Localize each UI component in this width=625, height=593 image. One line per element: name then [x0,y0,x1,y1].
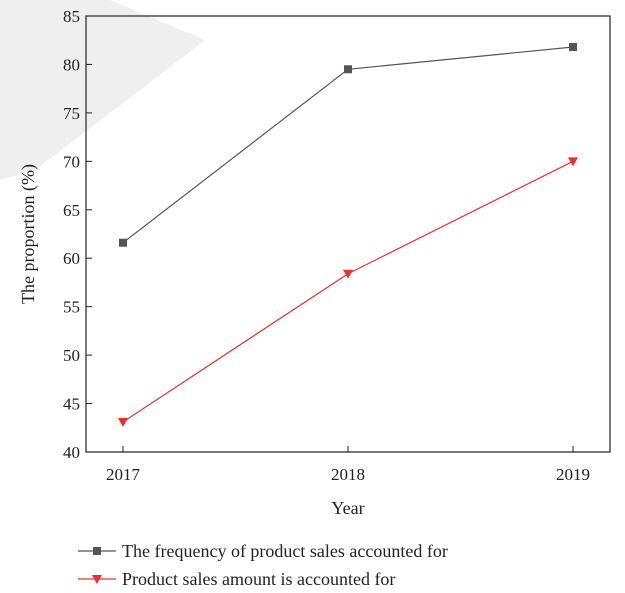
y-tick-label-75: 75 [63,104,80,123]
y-tick-label-65: 65 [63,201,80,220]
plot-frame [85,15,611,453]
y-tick-label-45: 45 [63,395,80,414]
legend-marker-frequency [93,547,101,555]
y-tick-label-50: 50 [63,346,80,365]
series-0-point-2019 [569,43,577,52]
watermark-shape [0,0,205,180]
x-axis-title: Year [331,498,364,518]
legend-label-amount: Product sales amount is accounted for [122,569,395,589]
series-1-point-2017 [118,417,128,427]
y-tick-label-80: 80 [63,55,80,74]
legend-label-frequency: The frequency of product sales accounted… [122,541,448,561]
y-axis: 40 45 50 55 60 65 70 75 80 85 [63,7,92,462]
series-1-point-2019 [568,157,578,167]
series-0-point-2017 [119,238,127,247]
series-line-1 [122,160,574,423]
y-tick-label-60: 60 [63,249,80,268]
y-tick-label-85: 85 [63,7,80,26]
legend-marker-amount [92,575,102,584]
y-tick-label-70: 70 [63,152,80,171]
legend: The frequency of product sales accounted… [78,541,448,589]
x-tick-label-2019: 2019 [556,465,590,484]
x-tick-label-2017: 2017 [106,465,141,484]
legend-item-frequency: The frequency of product sales accounted… [78,541,448,561]
series-layer [118,43,578,427]
series-1-point-2018 [343,269,353,279]
y-axis-title: The proportion (%) [18,164,39,304]
y-tick-label-55: 55 [63,298,80,317]
y-tick-label-40: 40 [63,443,80,462]
series-line-0 [122,46,574,244]
series-0-point-2018 [344,65,352,74]
x-tick-label-2018: 2018 [331,465,365,484]
legend-item-amount: Product sales amount is accounted for [78,569,395,589]
x-axis: 2017 2018 2019 [106,446,590,484]
